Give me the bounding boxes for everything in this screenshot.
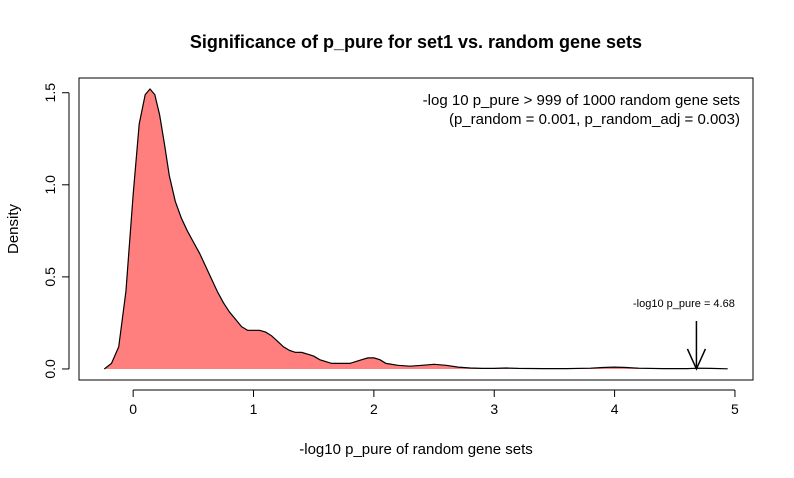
density-area: [104, 89, 728, 369]
annotation-p-values: (p_random = 0.001, p_random_adj = 0.003): [449, 111, 740, 128]
y-axis: 0.0 0.5 1.0 1.5: [42, 83, 70, 379]
x-tick-label: 3: [490, 401, 498, 417]
observed-value-arrow: [686, 321, 707, 371]
x-tick-label: 0: [129, 401, 137, 417]
y-tick-label: 1.5: [42, 83, 58, 103]
y-tick-label: 0.5: [42, 267, 58, 287]
x-axis: 0 1 2 3 4 5: [129, 389, 739, 417]
x-tick-label: 4: [611, 401, 619, 417]
x-tick-label: 2: [370, 401, 378, 417]
x-axis-label: -log10 p_pure of random gene sets: [299, 441, 533, 458]
x-tick-label: 5: [731, 401, 739, 417]
annotation-summary: -log 10 p_pure > 999 of 1000 random gene…: [423, 92, 740, 109]
plot-frame: [78, 77, 754, 381]
y-tick-label: 1.0: [42, 175, 58, 195]
arrow-head: [686, 348, 707, 371]
density-line: [103, 88, 728, 370]
arrow-label: -log10 p_pure = 4.68: [633, 298, 735, 310]
y-axis-label: Density: [5, 203, 22, 254]
x-tick-label: 1: [250, 401, 258, 417]
y-tick-label: 0.0: [42, 359, 58, 379]
chart-title: Significance of p_pure for set1 vs. rand…: [190, 32, 642, 52]
